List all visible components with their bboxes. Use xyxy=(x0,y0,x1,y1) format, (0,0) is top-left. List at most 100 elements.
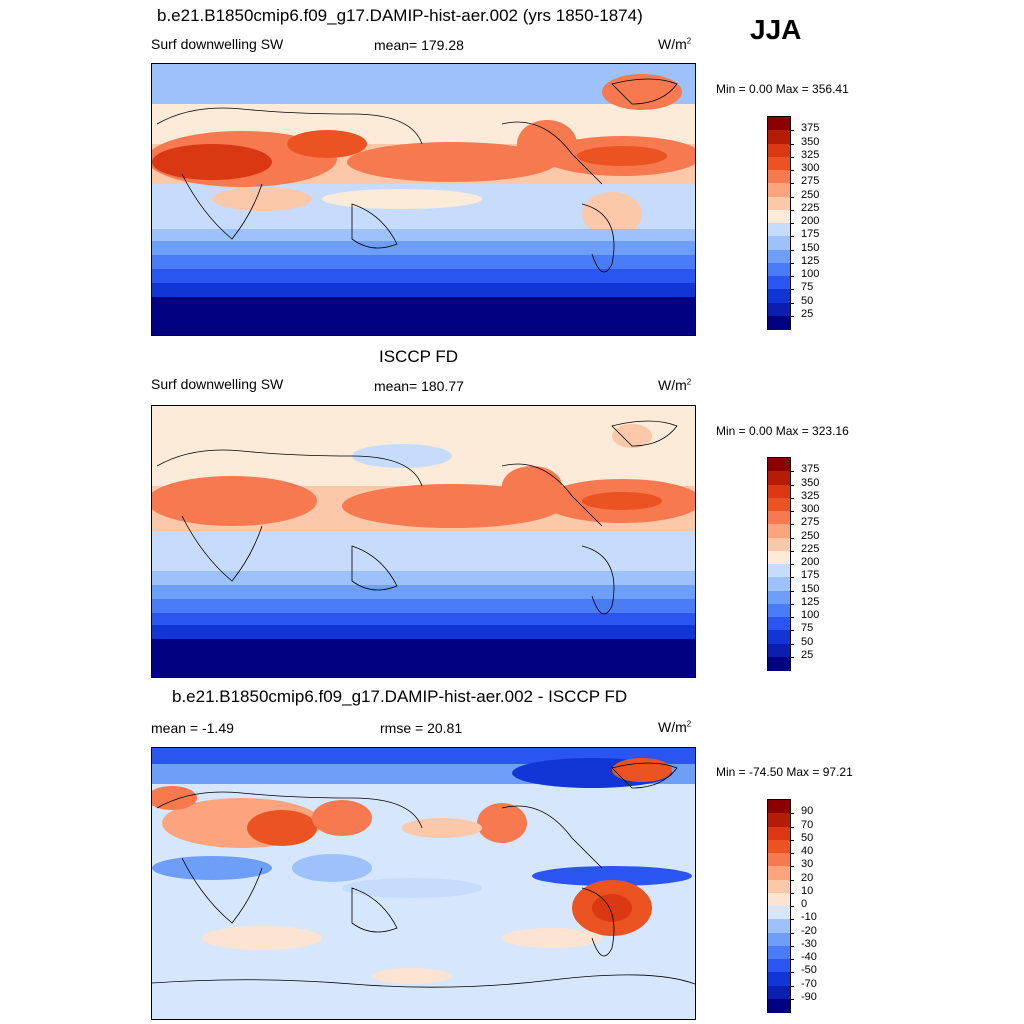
colorbar-tick-label: 10 xyxy=(801,884,814,897)
colorbar-swatch xyxy=(768,223,790,237)
colorbar-swatch xyxy=(768,603,790,618)
colorbar-tick xyxy=(790,656,794,658)
colorbar-tick-label: -10 xyxy=(801,911,817,924)
colorbar-swatch xyxy=(768,998,790,1013)
colorbar-swatch xyxy=(768,577,790,592)
colorbar-swatch xyxy=(768,643,790,658)
colorbar-tick-label: 50 xyxy=(801,831,814,844)
colorbar-swatch xyxy=(768,249,790,264)
colorbar-tick-label: 250 xyxy=(801,188,820,201)
colorbar-tick xyxy=(790,813,794,815)
colorbar-swatch xyxy=(768,497,790,512)
colorbar-tick xyxy=(790,985,794,987)
colorbar-swatch xyxy=(768,839,790,854)
colorbar-tick xyxy=(790,839,794,841)
colorbar-tick-label: -30 xyxy=(801,937,817,950)
colorbar-swatch xyxy=(768,879,790,894)
colorbar-tick-label: 375 xyxy=(801,463,820,476)
colorbar-tick xyxy=(790,906,794,907)
panel3-minmax: Min = -74.50 Max = 97.21 xyxy=(716,765,853,779)
colorbar-tick xyxy=(790,143,794,145)
colorbar-tick-label: 300 xyxy=(801,503,820,515)
colorbar-tick xyxy=(790,866,794,868)
colorbar-tick xyxy=(790,196,794,198)
panel1-minmax: Min = 0.00 Max = 356.41 xyxy=(716,82,849,96)
colorbar-tick-label: 150 xyxy=(801,241,820,254)
panel2-map xyxy=(151,405,696,678)
colorbar-tick-label: 0 xyxy=(801,898,808,910)
colorbar-tick-label: 25 xyxy=(801,648,814,661)
colorbar-tick xyxy=(790,170,794,171)
colorbar-tick-label: 125 xyxy=(801,254,820,267)
colorbar-tick-label: -50 xyxy=(801,964,817,977)
colorbar-tick xyxy=(790,603,794,605)
colorbar-tick xyxy=(790,959,794,960)
panel3-map xyxy=(151,747,696,1020)
colorbar-swatch xyxy=(768,236,790,251)
colorbar-tick-label: 100 xyxy=(801,268,820,280)
colorbar-tick-label: 275 xyxy=(801,175,820,188)
colorbar-swatch xyxy=(768,196,790,211)
colorbar-swatch xyxy=(768,484,790,499)
colorbar-tick-label: 175 xyxy=(801,569,820,582)
colorbar-tick xyxy=(790,879,794,881)
colorbar-swatch xyxy=(768,117,790,131)
panel1-map xyxy=(151,63,696,336)
colorbar-tick-label: 325 xyxy=(801,489,820,502)
colorbar-tick-label: 90 xyxy=(801,805,814,818)
colorbar-tick xyxy=(790,209,794,211)
colorbar-swatch xyxy=(768,471,790,486)
panel1-colorbar xyxy=(767,116,794,330)
colorbar-tick-label: 150 xyxy=(801,582,820,595)
colorbar-tick xyxy=(790,617,794,618)
colorbar-tick-label: 275 xyxy=(801,516,820,529)
colorbar-tick xyxy=(790,302,794,304)
colorbar-swatch xyxy=(768,813,790,828)
panel2-title: ISCCP FD xyxy=(379,347,459,366)
colorbar-swatch xyxy=(768,315,790,330)
colorbar-swatch xyxy=(768,985,790,1000)
panel3-rmse-label: rmse = 20.81 xyxy=(380,720,463,736)
colorbar-tick xyxy=(790,550,794,552)
colorbar-tick-label: 350 xyxy=(801,135,820,148)
colorbar-tick-label: 375 xyxy=(801,122,820,135)
colorbar-swatch xyxy=(768,537,790,552)
colorbar-tick xyxy=(790,471,794,473)
colorbar-swatch xyxy=(768,630,790,645)
colorbar-swatch xyxy=(768,564,790,578)
colorbar-tick-label: 200 xyxy=(801,556,820,568)
colorbar-swatch xyxy=(768,156,790,171)
colorbar-tick-label: 30 xyxy=(801,858,814,871)
colorbar-tick-label: 125 xyxy=(801,595,820,608)
colorbar-swatch xyxy=(768,276,790,290)
colorbar-swatch xyxy=(768,183,790,198)
colorbar-tick-label: 50 xyxy=(801,294,814,307)
colorbar-tick xyxy=(790,577,794,579)
colorbar-tick xyxy=(790,932,794,934)
colorbar-tick xyxy=(790,972,794,974)
panel3-colorbar xyxy=(767,799,794,1013)
panel3-mean-label: mean = -1.49 xyxy=(151,720,234,736)
colorbar-tick xyxy=(790,223,794,224)
colorbar-tick-label: -40 xyxy=(801,951,817,963)
panel3-title: b.e21.B1850cmip6.f09_g17.DAMIP-hist-aer.… xyxy=(172,687,628,706)
colorbar-swatch xyxy=(768,853,790,867)
panel1-variable-label: Surf downwelling SW xyxy=(151,36,284,52)
colorbar-tick-label: 225 xyxy=(801,542,820,555)
colorbar-swatch xyxy=(768,906,790,920)
colorbar-swatch xyxy=(768,550,790,565)
panel1-units: W/m2 xyxy=(658,36,692,52)
colorbar-swatch xyxy=(768,130,790,145)
colorbar-tick-label: 40 xyxy=(801,845,814,857)
panel1-mean-label: mean= 179.28 xyxy=(374,37,464,53)
colorbar-swatch xyxy=(768,972,790,987)
panel1-title: b.e21.B1850cmip6.f09_g17.DAMIP-hist-aer.… xyxy=(157,6,643,25)
colorbar-tick-label: 350 xyxy=(801,476,820,489)
colorbar-swatch xyxy=(768,209,790,224)
colorbar-swatch xyxy=(768,892,790,907)
colorbar-tick xyxy=(790,262,794,264)
panel3-units: W/m2 xyxy=(658,719,692,735)
colorbar-tick xyxy=(790,497,794,499)
colorbar-swatch xyxy=(768,800,790,814)
colorbar-tick xyxy=(790,315,794,317)
